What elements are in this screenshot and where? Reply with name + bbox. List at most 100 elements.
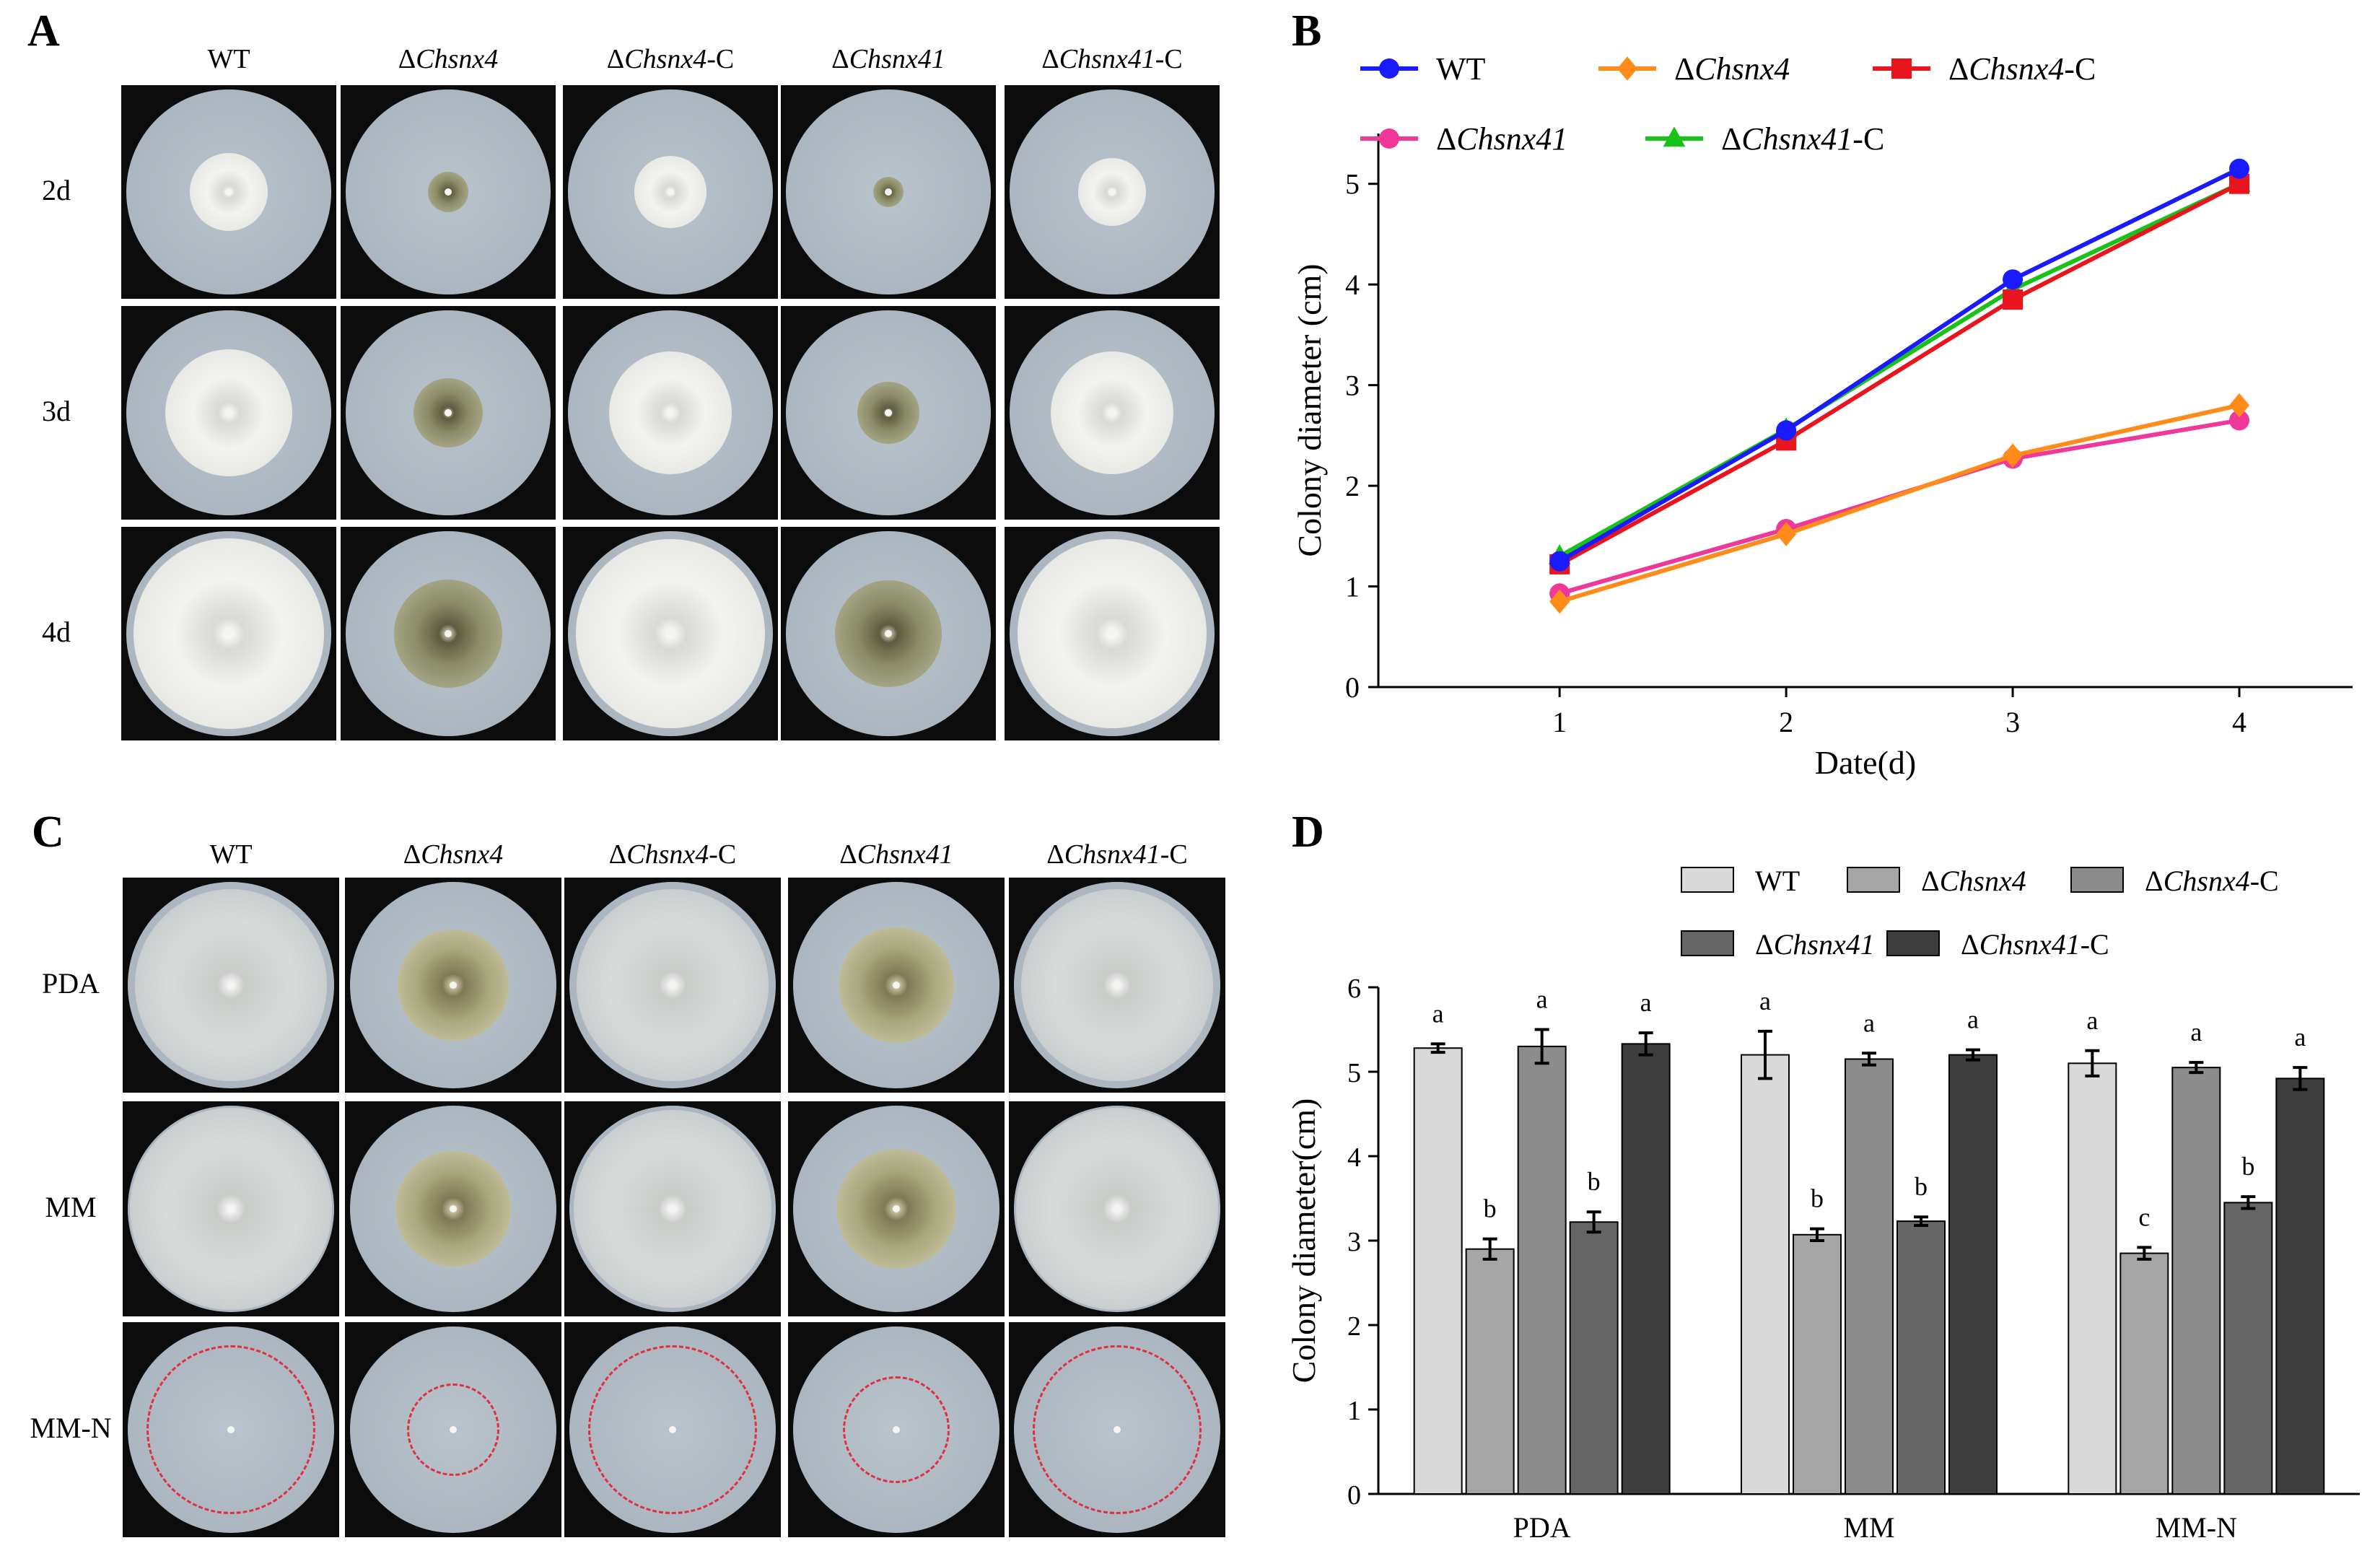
legend-entry: WT (1681, 865, 1800, 897)
significance-letter: a (2294, 1023, 2306, 1052)
petri-dish-photo (345, 1101, 561, 1316)
x-tick-label: 3 (2005, 706, 2020, 738)
data-point (2229, 410, 2250, 431)
inoculation-point (225, 409, 232, 416)
data-point (2003, 269, 2024, 290)
colony-boundary-ring (587, 1345, 758, 1515)
y-tick-label: 3 (1347, 1227, 1361, 1257)
label-name: Chsnx4 (421, 839, 504, 870)
label-name: Chsnx41 (1741, 121, 1852, 157)
colony-boundary-ring (842, 1376, 950, 1484)
label-name: WT (1436, 51, 1486, 87)
inoculation-point (1108, 409, 1116, 416)
inoculation-point (669, 1426, 676, 1433)
petri-dish-photo (1005, 527, 1220, 740)
significance-letter: a (2086, 1006, 2098, 1035)
significance-letter: a (2190, 1018, 2202, 1046)
row-header: MM (45, 1191, 97, 1223)
inoculation-point (893, 1205, 900, 1212)
petri-dish-photo (1009, 878, 1225, 1093)
panel-d-label: D (1292, 808, 1324, 857)
category-label: MM (1843, 1511, 1894, 1544)
bar (1413, 1047, 1463, 1495)
inoculation-point (450, 982, 457, 989)
label-name: Chsnx41 (849, 44, 945, 74)
petri-dish-photo (341, 306, 556, 520)
data-point (1549, 551, 1570, 572)
inoculation-point (667, 409, 674, 416)
label-prefix: Δ (1961, 928, 1979, 961)
label-name: Chsnx4 (2164, 865, 2250, 897)
row-header: 2d (42, 174, 71, 206)
petri-dish-photo (1005, 306, 1220, 520)
bar (1948, 1054, 1998, 1495)
significance-letter: b (1915, 1172, 1928, 1201)
bar (1465, 1248, 1515, 1495)
petri-dish-photo (1009, 1101, 1225, 1316)
label-name: Chsnx41 (857, 839, 953, 870)
label-name: Chsnx4 (626, 839, 709, 870)
significance-letter: b (1588, 1167, 1601, 1196)
bar (1896, 1220, 1946, 1495)
label-suffix: -C (706, 44, 735, 74)
panel-d-bar-chart: 0 1 2 3 4 5 6 Colony diameter(cm) PDA a b a b a MM a b a b… (1285, 865, 2360, 1544)
label-name: WT (209, 839, 253, 870)
inoculation-point (450, 1205, 457, 1212)
label-name: Chsnx41 (1774, 928, 1875, 961)
bar (2171, 1067, 2221, 1495)
significance-letter: a (1863, 1008, 1875, 1037)
data-point (1617, 56, 1637, 81)
bar (1741, 1054, 1790, 1495)
panel-b-label: B (1292, 6, 1322, 56)
label-suffix: -C (2081, 928, 2109, 961)
column-header: ΔChsnx41 (780, 43, 997, 75)
label-prefix: Δ (1046, 839, 1064, 870)
x-axis-title: Date(d) (1815, 744, 1916, 781)
data-point (1379, 128, 1399, 149)
significance-letter: a (1640, 988, 1652, 1017)
significance-letter: b (2241, 1152, 2254, 1181)
series-line (1559, 403, 2240, 604)
inoculation-point (227, 1205, 235, 1212)
label-prefix: Δ (1436, 121, 1456, 157)
legend-swatch (1886, 930, 1940, 956)
petri-dish-photo (788, 1101, 1005, 1316)
y-tick-label: 0 (1345, 671, 1360, 704)
column-header: ΔChsnx4-C (564, 839, 781, 870)
petri-dish-photo (345, 1322, 561, 1537)
bar (1517, 1045, 1567, 1495)
petri-dish-photo (345, 878, 561, 1093)
series-line-group (1549, 393, 2250, 614)
petri-dish-photo (781, 527, 996, 740)
inoculation-point (1114, 1426, 1121, 1433)
inoculation-point (1108, 188, 1116, 196)
label-name: Chsnx4 (1969, 51, 2064, 87)
y-axis-title: Colony diameter (cm) (1291, 263, 1328, 556)
label-name: Chsnx41 (1456, 121, 1567, 157)
panel-c-label: C (32, 808, 64, 857)
series-line (1558, 167, 2241, 564)
column-header: ΔChsnx4-C (562, 43, 779, 75)
petri-dish-photo (123, 878, 339, 1093)
y-tick-label: 0 (1347, 1480, 1361, 1511)
inoculation-point (885, 409, 892, 416)
label-prefix: Δ (1041, 44, 1059, 74)
bar (2068, 1062, 2117, 1495)
column-header: ΔChsnx41-C (1004, 43, 1220, 75)
label-prefix: Δ (1721, 121, 1741, 157)
row-header: MM-N (30, 1412, 112, 1444)
legend-entry: WT (1360, 51, 1486, 87)
inoculation-point (445, 630, 452, 637)
label-prefix: Δ (606, 44, 625, 74)
petri-dish-photo (341, 85, 556, 299)
inoculation-point (225, 630, 232, 637)
series-line (1558, 182, 2241, 559)
data-point (1776, 420, 1797, 441)
significance-letter: b (1811, 1184, 1824, 1213)
legend-label: ΔChsnx4 (1674, 51, 1790, 87)
y-tick-label: 2 (1347, 1311, 1361, 1342)
petri-dish-photo (564, 1322, 781, 1537)
inoculation-point (445, 409, 452, 416)
legend-entry: ΔChsnx4 (1598, 51, 1790, 87)
label-name: Chsnx4 (1694, 51, 1790, 87)
